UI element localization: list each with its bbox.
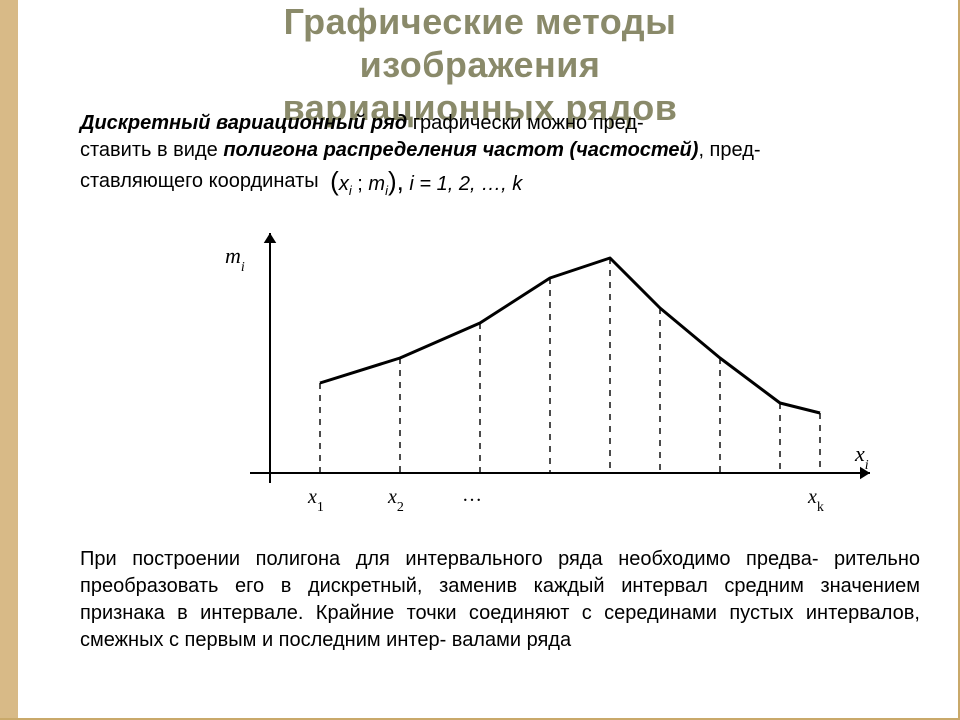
decor-border-left [0,0,18,720]
title-line2: изображения [360,44,601,85]
title-line1: Графические методы [284,1,677,42]
svg-text:mi: mi [225,243,245,275]
formula-sep: ; [352,173,369,195]
intro-t4: ставляющего координаты [80,170,324,192]
intro-t1: графически можно пред- [407,112,643,134]
content-block: Дискретный вариационный ряд графически м… [80,110,920,654]
intro-bold-mid: полигона распределения частот (частостей… [223,139,698,161]
svg-text:xk: xk [807,486,824,515]
formula-tail: i = 1, 2, …, k [409,173,522,195]
formula-x: x [339,173,349,195]
intro-bold-lead: Дискретный вариационный ряд [80,112,407,134]
intro-t2: ставить в виде [80,139,223,161]
intro-paragraph: Дискретный вариационный ряд графически м… [80,110,920,200]
formula-open: ( [330,166,339,196]
svg-text:…: … [462,484,482,506]
polygon-chart: mixix1x2…xk [120,218,880,528]
chart-svg: mixix1x2…xk [120,218,880,528]
formula-coords: (xi ; mi), i = 1, 2, …, k [330,164,522,200]
intro-t3: , пред- [698,139,760,161]
formula-close: ), [388,166,404,196]
footer-paragraph: При построении полигона для интервальног… [80,546,920,654]
svg-text:x1: x1 [307,486,324,515]
formula-m: m [368,173,385,195]
svg-text:x2: x2 [387,486,404,515]
